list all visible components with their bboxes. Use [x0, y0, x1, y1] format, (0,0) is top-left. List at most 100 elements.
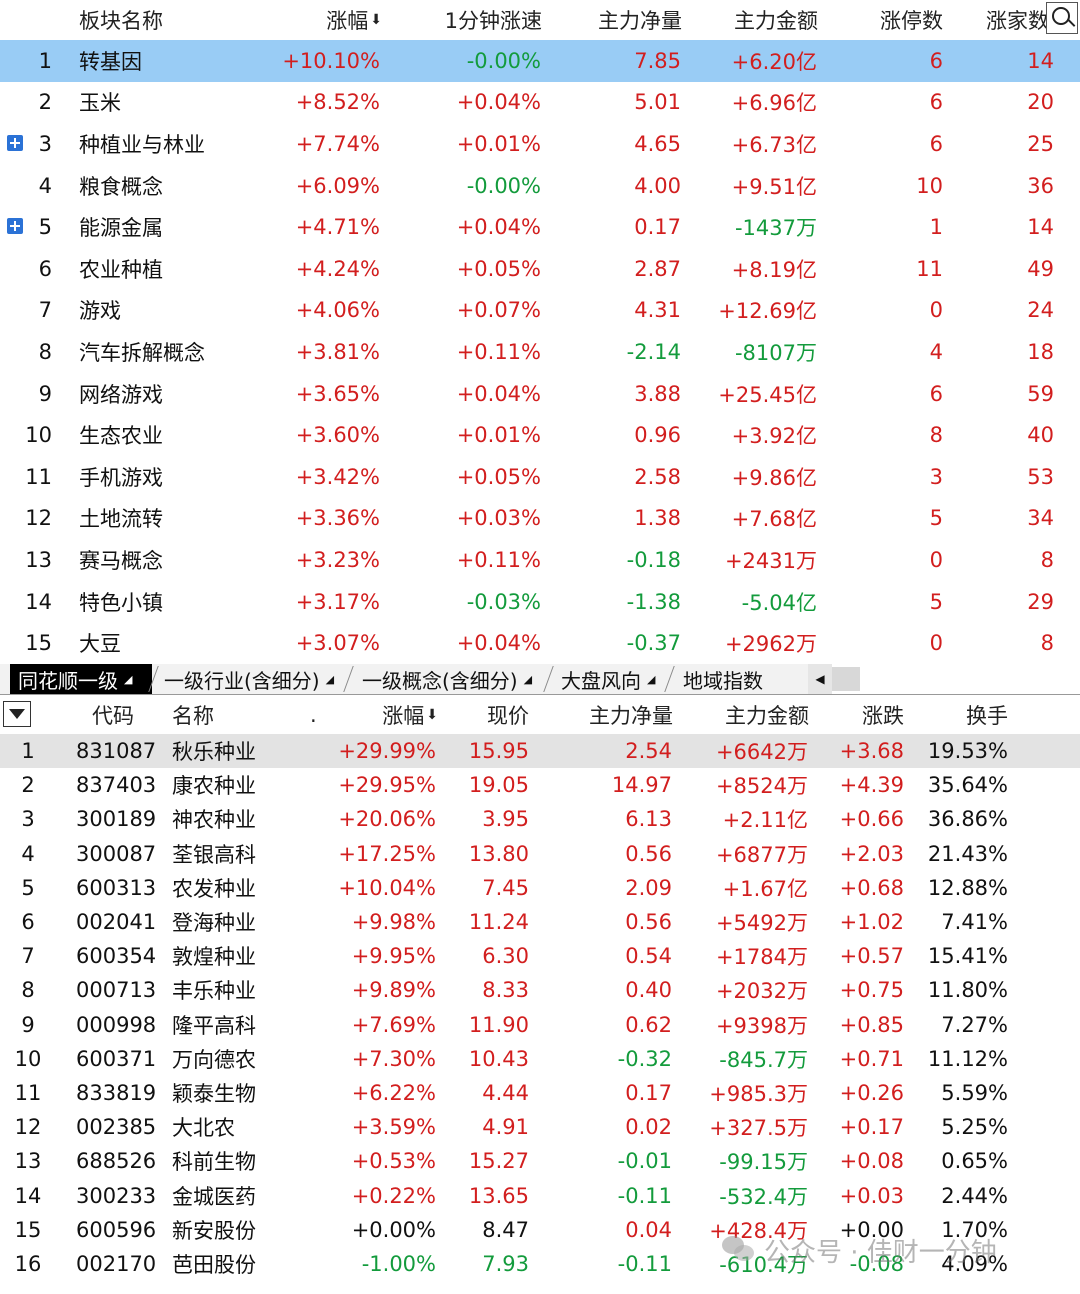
sector-row[interactable]: 1 转基因 +10.10% -0.00% 7.85 +6.20亿 6 14 [0, 40, 1080, 82]
stock-row[interactable]: 15 600596 新安股份 +0.00% 8.47 0.04 +428.4万 +0.00 1.… [0, 1213, 1080, 1247]
stock-code[interactable]: 600596 [76, 1217, 157, 1242]
sector-name[interactable]: 网络游戏 [79, 382, 163, 407]
stock-code[interactable]: 600313 [76, 875, 157, 900]
sector-name[interactable]: 农业种植 [79, 257, 163, 282]
sector-row[interactable]: 6 农业种植 +4.24% +0.05% 2.87 +8.19亿 11 49 [0, 248, 1080, 290]
sector-row[interactable]: 3 种植业与林业 +7.74% +0.01% 4.65 +6.73亿 6 25 [0, 123, 1080, 165]
sector-name[interactable]: 种植业与林业 [79, 132, 205, 157]
scroll-left-icon[interactable]: ◀ [808, 664, 832, 694]
stock-row[interactable]: 4 300087 荃银高科 +17.25% 13.80 0.56 +6877万 +2.03 21… [0, 837, 1080, 871]
stock-row[interactable]: 10 600371 万向德农 +7.30% 10.43 -0.32 -845.7万 +0.71… [0, 1042, 1080, 1076]
sector-row[interactable]: 7 游戏 +4.06% +0.07% 4.31 +12.69亿 0 24 [0, 290, 1080, 332]
header-change-pct[interactable]: 涨幅 ⬇ [382, 704, 438, 728]
header-main-amount[interactable]: 主力金额 [734, 9, 818, 33]
stock-code[interactable]: 600371 [76, 1046, 157, 1071]
sector-name[interactable]: 游戏 [79, 299, 121, 324]
header-name[interactable]: 名称 [172, 704, 214, 728]
stock-code[interactable]: 002170 [76, 1251, 157, 1276]
stock-name[interactable]: 新安股份 [172, 1218, 256, 1243]
stock-name[interactable]: 金城医药 [172, 1184, 256, 1209]
stock-row[interactable]: 1 831087 秋乐种业 +29.99% 15.95 2.54 +6642万 +3.68 19… [0, 734, 1080, 769]
sector-name[interactable]: 特色小镇 [79, 590, 163, 615]
header-sector-name[interactable]: 板块名称 [79, 9, 163, 33]
sector-name[interactable]: 大豆 [79, 632, 121, 657]
stock-row[interactable]: 13 688526 科前生物 +0.53% 15.27 -0.01 -99.15万 +0.08… [0, 1144, 1080, 1178]
sector-row[interactable]: 14 特色小镇 +3.17% -0.03% -1.38 -5.04亿 5 29 [0, 581, 1080, 623]
sector-row[interactable]: 11 手机游戏 +3.42% +0.05% 2.58 +9.86亿 3 53 [0, 456, 1080, 498]
sector-row[interactable]: 8 汽车拆解概念 +3.81% +0.11% -2.14 -8107万 4 18 [0, 331, 1080, 373]
tab-ths-level1[interactable]: 同花顺一级 ◢ [10, 664, 152, 694]
stock-name[interactable]: 敦煌种业 [172, 945, 256, 970]
header-limit-up[interactable]: 涨停数 [880, 9, 943, 33]
stock-code[interactable]: 000713 [76, 978, 157, 1003]
tab-region-index[interactable]: 地域指数 [683, 668, 763, 693]
stock-name[interactable]: 隆平高科 [172, 1013, 256, 1038]
stock-row[interactable]: 2 837403 康农种业 +29.95% 19.05 14.97 +8524万 +4.39 3… [0, 768, 1080, 802]
stock-code[interactable]: 837403 [76, 773, 157, 798]
stock-name[interactable]: 科前生物 [172, 1150, 256, 1175]
stock-row[interactable]: 16 002170 芭田股份 -1.00% 7.93 -0.11 -610.4万 -0.08 4… [0, 1247, 1080, 1281]
sector-name[interactable]: 玉米 [79, 91, 121, 116]
stock-row[interactable]: 7 600354 敦煌种业 +9.95% 6.30 0.54 +1784万 +0.57 15.4… [0, 939, 1080, 973]
stock-row[interactable]: 8 000713 丰乐种业 +9.89% 8.33 0.40 +2032万 +0.75 11.8… [0, 973, 1080, 1007]
tab-market-trend[interactable]: 大盘风向 ◢ [561, 668, 656, 693]
header-main-amount[interactable]: 主力金额 [725, 704, 809, 728]
sector-row[interactable]: 10 生态农业 +3.60% +0.01% 0.96 +3.92亿 8 40 [0, 414, 1080, 456]
sector-name[interactable]: 粮食概念 [79, 174, 163, 199]
stock-code[interactable]: 300233 [76, 1183, 157, 1208]
expand-plus-icon[interactable] [7, 218, 23, 235]
stock-row[interactable]: 9 000998 隆平高科 +7.69% 11.90 0.62 +9398万 +0.85 7.2… [0, 1008, 1080, 1042]
stock-code[interactable]: 002385 [76, 1115, 157, 1140]
stock-code[interactable]: 300189 [76, 807, 157, 832]
header-main-net[interactable]: 主力净量 [589, 704, 673, 728]
stock-row[interactable]: 5 600313 农发种业 +10.04% 7.45 2.09 +1.67亿 +0.68 12.… [0, 871, 1080, 905]
header-speed-1min[interactable]: 1分钟涨速 [444, 9, 542, 33]
sector-row[interactable]: 2 玉米 +8.52% +0.04% 5.01 +6.96亿 6 20 [0, 82, 1080, 124]
stock-code[interactable]: 000998 [76, 1012, 157, 1037]
stock-code[interactable]: 688526 [76, 1149, 157, 1174]
stock-name[interactable]: 秋乐种业 [172, 740, 256, 765]
sector-row[interactable]: 4 粮食概念 +6.09% -0.00% 4.00 +9.51亿 10 36 [0, 165, 1080, 207]
stock-name[interactable]: 芭田股份 [172, 1252, 256, 1277]
sector-name[interactable]: 手机游戏 [79, 465, 163, 490]
expand-plus-icon[interactable] [7, 135, 23, 152]
stock-row[interactable]: 12 002385 大北农 +3.59% 4.91 0.02 +327.5万 +0.17 5.2… [0, 1110, 1080, 1144]
tab-industry-level1[interactable]: 一级行业(含细分) ◢ [164, 668, 335, 693]
stock-name[interactable]: 大北农 [172, 1116, 235, 1141]
header-change-pct[interactable]: 涨幅 ⬇ [326, 9, 382, 33]
stock-name[interactable]: 颖泰生物 [172, 1081, 256, 1106]
header-main-net[interactable]: 主力净量 [598, 9, 682, 33]
stock-row[interactable]: 3 300189 神农种业 +20.06% 3.95 6.13 +2.11亿 +0.66 36.… [0, 802, 1080, 836]
sector-row[interactable]: 13 赛马概念 +3.23% +0.11% -0.18 +2431万 0 8 [0, 539, 1080, 581]
stock-code[interactable]: 600354 [76, 944, 157, 969]
sector-name[interactable]: 赛马概念 [79, 548, 163, 573]
sector-row[interactable]: 12 土地流转 +3.36% +0.03% 1.38 +7.68亿 5 34 [0, 498, 1080, 540]
sector-name[interactable]: 转基因 [79, 49, 142, 74]
sector-name[interactable]: 生态农业 [79, 424, 163, 449]
stock-code[interactable]: 831087 [76, 739, 157, 764]
sector-name[interactable]: 汽车拆解概念 [79, 340, 205, 365]
search-icon[interactable] [1046, 2, 1078, 34]
stock-code[interactable]: 833819 [76, 1080, 157, 1105]
header-price[interactable]: 现价 [487, 704, 529, 728]
sector-row[interactable]: 9 网络游戏 +3.65% +0.04% 3.88 +25.45亿 6 59 [0, 373, 1080, 415]
stock-name[interactable]: 丰乐种业 [172, 979, 256, 1004]
stock-row[interactable]: 6 002041 登海种业 +9.98% 11.24 0.56 +5492万 +1.02 7.4… [0, 905, 1080, 939]
sector-row[interactable]: 5 能源金属 +4.71% +0.04% 0.17 -1437万 1 14 [0, 206, 1080, 248]
stock-name[interactable]: 康农种业 [172, 774, 256, 799]
sector-name[interactable]: 能源金属 [79, 216, 163, 241]
header-code[interactable]: 代码 [92, 704, 134, 728]
header-change[interactable]: 涨跌 [862, 704, 904, 728]
stock-code[interactable]: 002041 [76, 910, 157, 935]
header-turnover[interactable]: 换手 [966, 704, 1008, 728]
sector-name[interactable]: 土地流转 [79, 507, 163, 532]
stock-name[interactable]: 荃银高科 [172, 842, 256, 867]
stock-row[interactable]: 11 833819 颖泰生物 +6.22% 4.44 0.17 +985.3万 +0.26 5.… [0, 1076, 1080, 1110]
stock-name[interactable]: 万向德农 [172, 1047, 256, 1072]
sector-row[interactable]: 15 大豆 +3.07% +0.04% -0.37 +2962万 0 8 [0, 622, 1080, 664]
stock-code[interactable]: 300087 [76, 841, 157, 866]
filter-icon[interactable] [3, 701, 31, 727]
header-up-count[interactable]: 涨家数 [986, 9, 1048, 33]
stock-name[interactable]: 登海种业 [172, 911, 256, 936]
tab-scrollbar-track[interactable] [832, 664, 1080, 694]
